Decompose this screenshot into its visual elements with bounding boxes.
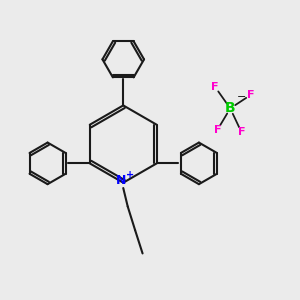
Text: −: −	[237, 92, 246, 102]
Text: F: F	[238, 127, 245, 137]
Text: F: F	[247, 90, 254, 100]
Text: F: F	[214, 125, 221, 135]
Text: F: F	[212, 82, 219, 92]
Text: N: N	[116, 174, 126, 188]
Text: B: B	[225, 101, 236, 116]
Text: +: +	[126, 170, 134, 180]
